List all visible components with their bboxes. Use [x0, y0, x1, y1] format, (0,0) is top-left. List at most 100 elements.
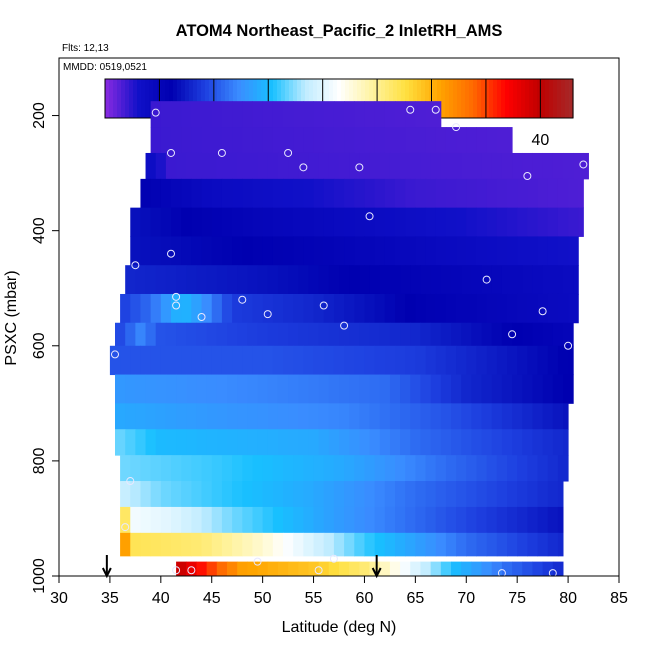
heatmap-cell: [522, 374, 533, 404]
heatmap-cell: [552, 403, 564, 430]
heatmap-cell: [191, 455, 203, 482]
heatmap-cell: [176, 322, 187, 347]
heatmap-cell: [181, 178, 192, 209]
heatmap-cell: [461, 265, 472, 295]
colorbar-swatch: [377, 79, 382, 118]
heatmap-cell: [130, 506, 141, 534]
colorbar-swatch: [433, 79, 438, 118]
colorbar-swatch: [201, 79, 206, 118]
heatmap-cell: [384, 293, 396, 324]
heatmap-cell: [328, 322, 340, 347]
colorbar-swatch: [205, 79, 210, 118]
heatmap-cell: [232, 293, 243, 324]
heatmap-cell: [547, 178, 559, 209]
heatmap-cell: [344, 455, 355, 482]
heatmap-cell: [420, 265, 432, 295]
heatmap-cell: [298, 561, 309, 577]
heatmap-cell: [150, 178, 162, 209]
heatmap-cell: [201, 207, 213, 237]
colorbar-swatch: [269, 79, 274, 118]
heatmap-cell: [395, 345, 406, 376]
heatmap-cell: [359, 429, 371, 456]
heatmap-cell: [542, 322, 554, 347]
sample-point: [167, 148, 175, 157]
heatmap-cell: [527, 293, 539, 324]
heatmap-cell: [522, 403, 533, 430]
heatmap-cell: [298, 403, 309, 430]
colorbar-swatch: [517, 79, 522, 118]
heatmap-cell: [507, 532, 518, 557]
x-tick-label: 30: [50, 590, 68, 607]
heatmap-cell: [227, 322, 238, 347]
heatmap-cell: [262, 236, 274, 266]
heatmap-cell: [318, 265, 330, 295]
heatmap-cell: [171, 127, 182, 154]
heatmap-cell: [512, 322, 523, 347]
heatmap-cell: [242, 127, 253, 154]
heatmap-cell: [313, 127, 325, 154]
heatmap-cell: [501, 561, 513, 577]
heatmap-cell: [313, 178, 325, 209]
heatmap-cell: [384, 207, 396, 237]
heatmap-cell: [456, 178, 467, 209]
colorbar-swatch: [477, 79, 482, 118]
heatmap-cell: [176, 561, 187, 577]
heatmap-cell: [374, 293, 386, 324]
colorbar-swatch: [397, 79, 402, 118]
heatmap-cell: [252, 178, 264, 209]
heatmap-cell: [201, 345, 213, 376]
heatmap-cell: [211, 207, 223, 237]
heatmap-cell: [145, 403, 157, 430]
heatmap-cell: [125, 403, 136, 430]
heatmap-cell: [196, 152, 208, 180]
colorbar-swatch: [353, 79, 358, 118]
heatmap-cell: [501, 265, 513, 295]
heatmap-cell: [191, 293, 203, 324]
x-tick-label: 35: [101, 590, 119, 607]
heatmap-cell: [476, 293, 488, 324]
heatmap-cell: [379, 152, 391, 180]
heatmap-cell: [257, 403, 269, 430]
heatmap-cell: [496, 207, 508, 237]
heatmap-cell: [395, 178, 406, 209]
heatmap-cell: [333, 293, 345, 324]
heatmap-cell: [384, 236, 396, 266]
heatmap-cell: [578, 178, 584, 209]
heatmap-cell: [532, 265, 544, 295]
heatmap-cell: [232, 207, 243, 237]
heatmap-cell: [364, 455, 376, 482]
heatmap-cell: [369, 429, 381, 456]
heatmap-cell: [379, 429, 391, 456]
heatmap-cell: [349, 374, 360, 404]
colorbar-swatch: [557, 79, 562, 118]
heatmap-cell: [466, 506, 477, 534]
heatmap-cell: [435, 455, 447, 482]
heatmap-cell: [349, 265, 360, 295]
heatmap-cell: [277, 561, 289, 577]
heatmap-cell: [196, 561, 208, 577]
heatmap-cell: [181, 532, 192, 557]
heatmap-cell: [262, 455, 274, 482]
colorbar-swatch: [413, 79, 418, 118]
heatmap-cell: [410, 322, 421, 347]
heatmap-cell: [227, 152, 238, 180]
heatmap-cell: [481, 265, 493, 295]
heatmap-cell: [456, 236, 467, 266]
heatmap-cell: [527, 532, 539, 557]
heatmap-cell: [140, 506, 152, 534]
heatmap-cell: [445, 236, 457, 266]
heatmap-cell: [242, 293, 253, 324]
heatmap-cell: [349, 322, 360, 347]
heatmap-cell: [262, 532, 274, 557]
heatmap-cell: [522, 152, 533, 180]
heatmap-cell: [140, 207, 152, 237]
heatmap-cell: [379, 374, 391, 404]
sample-point: [253, 557, 262, 566]
heatmap-cell: [445, 127, 457, 154]
heatmap-cell: [527, 481, 539, 508]
heatmap-cell: [272, 101, 284, 128]
heatmap-cell: [507, 207, 518, 237]
heatmap-cell: [537, 455, 549, 482]
heatmap-cell: [277, 322, 289, 347]
heatmap-cell: [130, 481, 141, 508]
